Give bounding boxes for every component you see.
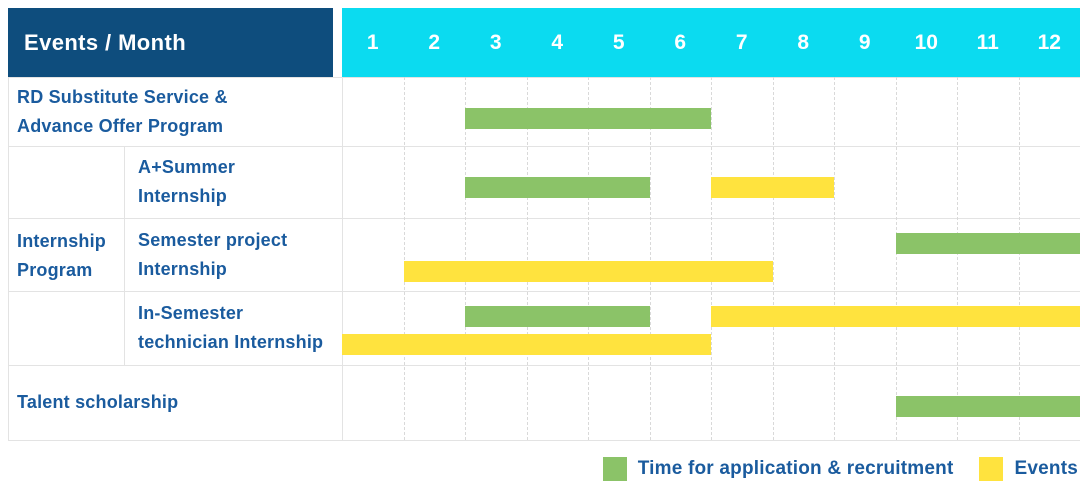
legend-swatch-application-icon xyxy=(602,457,627,481)
row-border xyxy=(8,218,1080,219)
bar-application-month10-to-12 xyxy=(895,396,1080,417)
row-label-in-semester-technician-internship: In-Semester technician Internship xyxy=(124,291,342,365)
legend-item-event: Events xyxy=(979,457,1078,481)
month-header: 1 2 3 4 5 6 7 8 9 10 11 12 xyxy=(342,8,1080,77)
bar-application-month3-to-5 xyxy=(465,306,650,327)
month-label-9: 9 xyxy=(858,30,871,54)
row-label-a-plus-summer-internship: A+Summer Internship xyxy=(124,146,342,218)
month-label-8: 8 xyxy=(797,30,810,54)
month-gridline xyxy=(403,77,405,440)
month-gridline xyxy=(465,77,466,440)
row-label-line: RD Substitute Service & xyxy=(17,86,228,107)
row-label-talent-scholarship: Talent scholarship xyxy=(8,365,342,440)
bar-event-month7-to-8 xyxy=(711,177,834,198)
bar-application-month10-to-12 xyxy=(895,233,1080,254)
month-gridline xyxy=(834,77,835,440)
month-gridline xyxy=(649,77,651,440)
legend-swatch-event-icon xyxy=(979,457,1004,481)
row-border xyxy=(8,146,1080,147)
legend-item-application: Time for application & recruitment xyxy=(602,457,954,481)
month-gridline xyxy=(588,77,589,440)
row-group-label-internship-program: Internship Program xyxy=(8,146,124,365)
month-gridline xyxy=(526,77,528,440)
row-label-semester-project-internship: Semester project Internship xyxy=(124,218,342,291)
month-label-5: 5 xyxy=(612,30,625,54)
row-label-rd-substitute-service: RD Substitute Service & Advance Offer Pro… xyxy=(8,77,342,146)
bar-event-month2-to-7 xyxy=(403,261,773,282)
month-gridline xyxy=(1018,77,1020,440)
row-border xyxy=(8,365,1080,366)
month-gridline xyxy=(957,77,958,440)
legend-label: Time for application & recruitment xyxy=(637,458,954,479)
table-left-border xyxy=(8,77,9,440)
month-label-3: 3 xyxy=(489,30,502,54)
row-label-line: A+Summer xyxy=(138,157,236,177)
month-gridline xyxy=(895,77,897,440)
row-label-line: Internship xyxy=(138,258,228,279)
month-label-6: 6 xyxy=(674,30,687,54)
row-border xyxy=(8,77,1080,78)
legend: Time for application & recruitment Events xyxy=(602,457,1078,481)
group-label-line: Program xyxy=(17,259,93,280)
month-gridline xyxy=(772,77,774,440)
events-month-header-cell: Events / Month xyxy=(8,8,333,77)
row-label-line: In-Semester xyxy=(138,303,244,323)
group-label-line: Internship xyxy=(17,230,107,251)
gantt-body: Internship Program RD Substitute Service &… xyxy=(8,77,1080,441)
row-border xyxy=(8,291,1080,292)
month-label-11: 11 xyxy=(976,30,999,54)
row-label-line: Advance Offer Program xyxy=(17,115,224,136)
bar-event-month7-to-12 xyxy=(711,306,1080,327)
label-grid-divider xyxy=(342,77,343,440)
row-label-line: Talent scholarship xyxy=(17,392,179,412)
group-label-divider xyxy=(124,146,125,365)
month-label-7: 7 xyxy=(735,30,748,54)
bar-application-month3-to-6 xyxy=(465,108,711,129)
month-label-2: 2 xyxy=(428,30,441,54)
row-label-line: Semester project xyxy=(138,229,288,250)
month-gridline xyxy=(711,77,712,440)
row-label-line: technician Internship xyxy=(138,332,324,352)
month-label-4: 4 xyxy=(551,30,564,54)
row-label-line: Internship xyxy=(138,186,228,206)
bar-application-month3-to-5 xyxy=(465,177,650,198)
month-label-1: 1 xyxy=(366,30,379,54)
month-label-12: 12 xyxy=(1037,30,1061,54)
legend-label: Events xyxy=(1014,458,1078,479)
month-label-10: 10 xyxy=(914,30,938,54)
row-border xyxy=(8,440,1080,441)
bar-event-month1-to-6 xyxy=(342,334,711,355)
